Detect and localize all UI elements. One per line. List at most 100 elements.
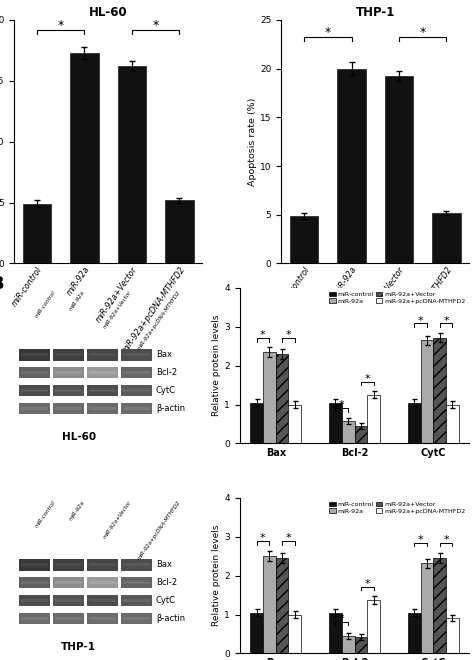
- Bar: [89, 389, 116, 392]
- Bar: [263, 556, 276, 653]
- Bar: [19, 612, 50, 624]
- Bar: [250, 612, 263, 653]
- Text: B: B: [0, 275, 4, 294]
- Bar: [89, 563, 116, 566]
- Bar: [121, 349, 152, 360]
- Text: miR-control: miR-control: [35, 290, 57, 318]
- Bar: [342, 636, 355, 653]
- Bar: [432, 213, 461, 263]
- Bar: [55, 581, 82, 584]
- Bar: [55, 371, 82, 374]
- Bar: [329, 612, 342, 653]
- Bar: [55, 563, 82, 566]
- Bar: [87, 595, 118, 607]
- Bar: [329, 403, 342, 444]
- Bar: [19, 595, 50, 607]
- Bar: [165, 200, 194, 263]
- Bar: [53, 595, 84, 607]
- Text: *: *: [153, 19, 159, 32]
- Bar: [53, 367, 84, 378]
- Bar: [53, 577, 84, 589]
- Bar: [89, 353, 116, 356]
- Text: THP-1: THP-1: [61, 642, 96, 652]
- Bar: [118, 66, 146, 263]
- Text: miR-control: miR-control: [35, 500, 57, 529]
- Text: CytC: CytC: [156, 386, 176, 395]
- Text: *: *: [418, 315, 423, 326]
- Bar: [53, 559, 84, 571]
- Bar: [55, 407, 82, 410]
- Bar: [87, 385, 118, 397]
- Bar: [53, 385, 84, 397]
- Text: β-actin: β-actin: [156, 404, 185, 413]
- Bar: [420, 563, 433, 653]
- Text: *: *: [419, 26, 426, 39]
- Text: *: *: [443, 535, 449, 545]
- Bar: [19, 559, 50, 571]
- Bar: [21, 599, 48, 603]
- Bar: [408, 612, 420, 653]
- Bar: [123, 353, 150, 356]
- Text: Bax: Bax: [156, 350, 172, 359]
- Bar: [433, 338, 446, 444]
- Bar: [289, 405, 301, 444]
- Bar: [19, 385, 50, 397]
- Bar: [55, 389, 82, 392]
- Bar: [121, 559, 152, 571]
- Y-axis label: Relative protein levels: Relative protein levels: [212, 315, 221, 416]
- Bar: [433, 558, 446, 653]
- Bar: [19, 577, 50, 589]
- Text: CytC: CytC: [156, 596, 176, 605]
- Bar: [290, 216, 318, 263]
- Text: *: *: [260, 533, 266, 543]
- Text: miR-92a: miR-92a: [69, 290, 86, 312]
- Bar: [342, 421, 355, 444]
- Bar: [21, 563, 48, 566]
- Bar: [123, 563, 150, 566]
- Text: miR-92a+pcDNA-MTHFD2: miR-92a+pcDNA-MTHFD2: [137, 290, 182, 351]
- Text: Bcl-2: Bcl-2: [156, 578, 177, 587]
- Bar: [89, 581, 116, 584]
- Bar: [19, 403, 50, 414]
- Text: *: *: [260, 331, 266, 341]
- Text: Bcl-2: Bcl-2: [156, 368, 177, 377]
- Bar: [87, 403, 118, 414]
- Bar: [55, 616, 82, 620]
- Bar: [123, 599, 150, 603]
- Text: β-actin: β-actin: [156, 614, 185, 623]
- Text: miR-92a+pcDNA-MTHFD2: miR-92a+pcDNA-MTHFD2: [137, 500, 182, 561]
- Bar: [21, 371, 48, 374]
- Text: miR-92a+Vector: miR-92a+Vector: [102, 500, 133, 539]
- Bar: [121, 385, 152, 397]
- Legend: miR-control, miR-92a, miR-92a+Vector, miR-92a+pcDNA-MTHFD2: miR-control, miR-92a, miR-92a+Vector, mi…: [329, 291, 466, 304]
- Text: *: *: [365, 579, 370, 589]
- Bar: [87, 349, 118, 360]
- Text: *: *: [325, 26, 331, 39]
- Bar: [123, 616, 150, 620]
- Bar: [367, 395, 380, 444]
- Text: miR-92a: miR-92a: [69, 500, 86, 521]
- Bar: [19, 367, 50, 378]
- Bar: [121, 595, 152, 607]
- Bar: [355, 637, 367, 653]
- Bar: [53, 403, 84, 414]
- Bar: [276, 558, 289, 653]
- Bar: [89, 371, 116, 374]
- Bar: [53, 349, 84, 360]
- Legend: miR-control, miR-92a, miR-92a+Vector, miR-92a+pcDNA-MTHFD2: miR-control, miR-92a, miR-92a+Vector, mi…: [329, 501, 466, 514]
- Bar: [89, 407, 116, 410]
- Bar: [123, 371, 150, 374]
- Text: *: *: [418, 535, 423, 545]
- Bar: [408, 403, 420, 444]
- Bar: [121, 577, 152, 589]
- Bar: [121, 612, 152, 624]
- Y-axis label: Relative protein levels: Relative protein levels: [212, 525, 221, 626]
- Bar: [276, 354, 289, 444]
- Bar: [55, 353, 82, 356]
- Bar: [420, 341, 433, 444]
- Bar: [121, 367, 152, 378]
- Bar: [55, 599, 82, 603]
- Text: *: *: [286, 331, 291, 341]
- Bar: [87, 367, 118, 378]
- Text: HL-60: HL-60: [62, 432, 96, 442]
